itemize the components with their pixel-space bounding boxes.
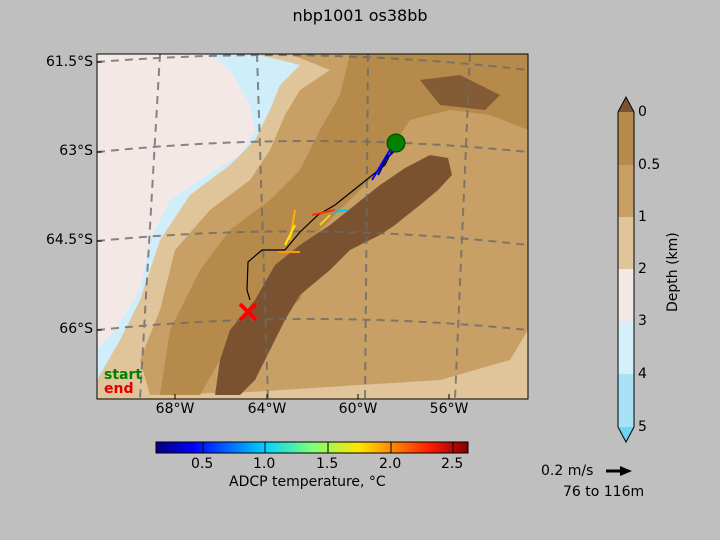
scale-vector-depth-range: 76 to 116m (563, 484, 645, 500)
abyssal-plain (97, 54, 255, 350)
temperature-tick-label: 2.0 (379, 456, 402, 472)
depth-colorbar (617, 95, 635, 444)
vector (311, 209, 336, 216)
depth-tick-label: 3 (638, 313, 647, 329)
lat-tick-label: 63°S (59, 143, 93, 159)
lon-tick-label: 68°W (155, 401, 195, 417)
deep-basin (215, 155, 452, 395)
legend-start: start (104, 367, 143, 383)
depth-colorbar-label: Depth (km) (665, 232, 681, 312)
ship-track (246, 141, 397, 301)
lat-tick-label: 66°S (59, 321, 93, 337)
vector (332, 209, 349, 213)
temperature-tick-label: 0.5 (191, 456, 214, 472)
temperature-colorbar-ticks (202, 442, 454, 453)
depth-tick-label: 4 (638, 366, 647, 382)
temperature-tick-label: 1.0 (253, 456, 276, 472)
scale-vector-arrow (606, 466, 632, 476)
lon-tick-label: 60°W (338, 401, 378, 417)
map-area (97, 54, 528, 399)
chart-title: nbp1001 os38bb (292, 6, 428, 25)
lat-tick-label: 64.5°S (45, 232, 93, 248)
graticule (97, 54, 528, 399)
depth-tick-label: 0.5 (638, 157, 661, 173)
vector (284, 224, 296, 246)
depth-tick-label: 2 (638, 261, 647, 277)
depth-tick-label: 1 (638, 209, 647, 225)
lon-tick-label: 64°W (247, 401, 287, 417)
temperature-tick-label: 2.5 (441, 456, 464, 472)
depth-colorbar-extend-top (618, 97, 634, 112)
temperature-tick-label: 1.5 (316, 456, 339, 472)
lat-tick-label: 61.5°S (45, 54, 93, 70)
lon-tick-label: 56°W (429, 401, 469, 417)
temperature-colorbar (155, 441, 469, 454)
vector (319, 214, 331, 226)
depth-tick-label: 5 (638, 419, 647, 435)
depth-tick-label: 0 (638, 104, 647, 120)
temperature-colorbar-label: ADCP temperature, °C (229, 474, 386, 490)
scale-vector-speed: 0.2 m/s (541, 463, 594, 479)
legend-end: end (104, 381, 134, 397)
velocity-vectors (278, 149, 396, 253)
start-marker (386, 133, 406, 153)
depth-colorbar-extend-bottom (618, 427, 634, 442)
end-marker (238, 302, 258, 322)
map-frame (96, 53, 529, 400)
map-ticks (97, 61, 450, 399)
shallow-bank (420, 75, 500, 110)
